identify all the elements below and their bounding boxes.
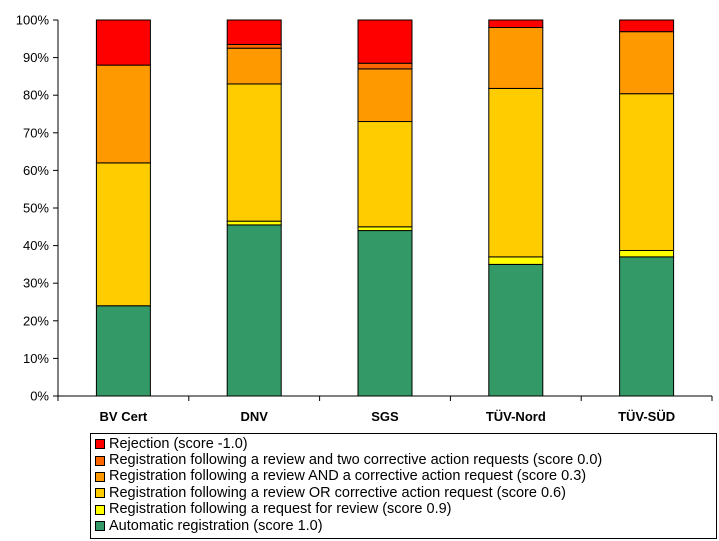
y-axis: 0% 10% 20% 30% 40% 50% 60% 70% 80% 90% 100% [16,13,59,404]
y-tick-label: 30% [23,276,49,291]
bar-segment-2-4 [357,62,413,70]
bar-segment-4-5 [619,19,675,33]
legend-item: Registration following a request for rev… [95,502,716,518]
bar-segment-4-2 [619,93,675,251]
legend-swatch [95,488,105,499]
legend-swatch [95,455,105,466]
x-category-label: DNV [240,409,268,424]
legend-label: Rejection (score -1.0) [109,435,248,452]
y-tick-label: 80% [23,88,49,103]
bar-segment-0-2 [95,162,151,307]
y-tick-label: 20% [23,313,49,328]
legend-item: Registration following a review and two … [95,452,716,468]
bar-segment-2-3 [357,68,413,123]
y-tick-label: 60% [23,163,49,178]
legend-swatch [95,471,105,482]
legend-item: Registration following a review OR corre… [95,485,716,501]
legend-item: Registration following a review AND a co… [95,469,716,485]
bar-segment-1-0 [226,224,282,397]
bar-segment-2-1 [357,226,413,232]
bar-segment-4-3 [619,31,675,95]
bar-segment-1-2 [226,83,282,222]
bar-segment-4-0 [619,256,675,397]
bar-segment-3-5 [488,19,544,29]
y-tick-label: 70% [23,125,49,140]
legend-label: Registration following a review OR corre… [109,484,566,501]
bar-segment-3-2 [488,87,544,258]
x-category-label: TÜV-Nord [486,409,546,424]
legend-label: Automatic registration (score 1.0) [109,517,323,534]
y-tick-label: 90% [23,50,49,65]
legend: Rejection (score -1.0) Registration follo… [90,433,717,539]
bar-segment-4-1 [619,249,675,258]
bar-segment-3-1 [488,256,544,265]
bar-segment-0-5 [95,19,151,66]
y-tick-label: 50% [23,201,49,216]
x-category-label: BV Cert [100,409,148,424]
bar-segment-0-0 [95,305,151,397]
bar-segment-3-0 [488,263,544,397]
x-category-label: SGS [371,409,399,424]
bar-segment-1-1 [226,220,282,226]
legend-item: Automatic registration (score 1.0) [95,518,716,534]
legend-swatch [95,521,105,532]
legend-swatch [95,504,105,515]
x-category-label: TÜV-SÜD [618,409,675,424]
legend-swatch [95,439,105,450]
bar-segment-0-3 [95,64,151,164]
bar-segment-1-4 [226,43,282,49]
legend-label: Registration following a request for rev… [109,501,452,518]
bar-segment-2-2 [357,121,413,228]
y-tick-label: 40% [23,238,49,253]
bar-segment-2-0 [357,230,413,397]
bar-segment-1-3 [226,47,282,85]
y-tick-label: 0% [30,389,49,404]
legend-label: Registration following a review AND a co… [109,468,587,485]
bar-segment-1-5 [226,19,282,45]
bars [95,19,675,397]
bar-segment-2-5 [357,19,413,64]
y-tick-label: 100% [16,13,50,28]
legend-label: Registration following a review and two … [109,452,603,469]
y-tick-label: 10% [23,351,49,366]
x-axis: BV Cert DNV SGS TÜV-Nord TÜV-SÜD [57,395,713,424]
bar-segment-3-3 [488,27,544,89]
legend-item: Rejection (score -1.0) [95,436,716,452]
